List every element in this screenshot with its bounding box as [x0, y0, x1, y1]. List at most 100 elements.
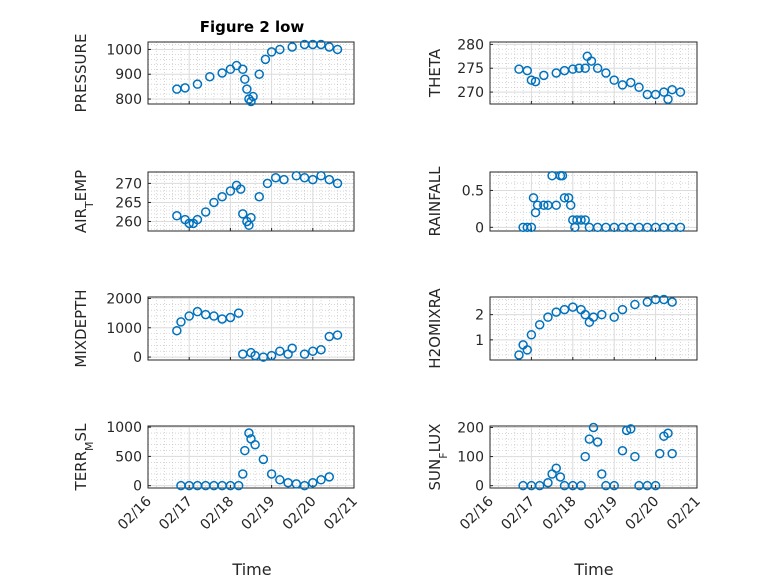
data-point [565, 200, 576, 210]
data-point [621, 425, 632, 436]
data-point [597, 309, 607, 320]
data-point [266, 47, 277, 57]
data-point [238, 469, 248, 479]
data-point [634, 82, 644, 93]
y-tick-label: 2 [475, 308, 484, 324]
data-point [279, 174, 289, 185]
data-point [316, 344, 326, 355]
axes-background [148, 297, 354, 360]
data-point [180, 83, 190, 93]
x-tick-label: 02/21 [321, 494, 361, 534]
subplot-rainfall: 0 0.5 RAINFALL [426, 166, 698, 237]
data-point [530, 76, 541, 87]
data-point [244, 428, 254, 438]
data-point [299, 349, 310, 359]
x-tick-label: 02/19 [239, 494, 279, 534]
data-point [528, 193, 539, 203]
data-point [258, 454, 269, 465]
data-point [192, 214, 203, 225]
data-point [526, 222, 537, 233]
data-point [588, 312, 599, 322]
y-tick-label: 1000 [106, 420, 142, 436]
data-point [332, 330, 343, 340]
data-point [242, 84, 252, 94]
y-axis-label: AIRTEMP [72, 170, 96, 233]
data-point [266, 350, 277, 361]
data-point [275, 44, 285, 55]
data-point [248, 91, 258, 102]
data-point [299, 480, 310, 491]
data-point [240, 445, 250, 456]
axes-frame [147, 296, 355, 361]
data-point [609, 312, 619, 322]
data-point [260, 54, 271, 65]
data-point [266, 469, 277, 479]
y-tick-label: 900 [115, 67, 142, 83]
x-tick-label: 02/20 [623, 494, 663, 534]
data-point [172, 325, 182, 336]
y-axis-label: RAINFALL [426, 166, 444, 237]
data-point [225, 312, 236, 323]
y-tick-label: 0 [475, 479, 484, 495]
axes-frame [489, 171, 698, 232]
figure-title: Figure 2 low [200, 18, 305, 36]
data-point [543, 478, 553, 488]
data-point [534, 480, 545, 491]
data-point [209, 311, 219, 321]
data-point [642, 297, 653, 307]
data-point [308, 174, 318, 185]
data-point [192, 306, 203, 317]
y-axis-label: TERRMSL [72, 423, 96, 492]
data-point [551, 200, 561, 210]
data-point [522, 65, 533, 76]
x-tick-label: 02/16 [115, 493, 155, 533]
data-point [543, 312, 553, 322]
data-point [659, 294, 669, 305]
data-point [576, 480, 586, 491]
data-point [592, 437, 603, 447]
data-point [250, 439, 260, 450]
subplot-mixdepth: 0 1000 2000 MIXDEPTH [72, 289, 355, 368]
y-tick-label: 100 [457, 450, 484, 466]
data-point [630, 451, 640, 462]
data-point [667, 448, 677, 459]
x-tick-label: 02/18 [540, 494, 580, 534]
y-tick-label: 260 [115, 214, 142, 230]
data-point [225, 186, 236, 196]
axes-frame [489, 296, 698, 361]
data-point [308, 477, 318, 488]
data-point [539, 70, 549, 81]
data-point [586, 56, 597, 66]
data-point [617, 304, 628, 315]
x-tick-label: 02/19 [581, 494, 621, 534]
data-point [192, 79, 203, 89]
data-point [316, 171, 326, 181]
data-point [592, 63, 603, 73]
data-point [559, 304, 570, 315]
axes-frame [147, 171, 355, 232]
data-point [262, 178, 273, 189]
y-tick-label: 270 [115, 176, 142, 192]
subplot-h2omixra: 1 2 H2OMIXRA [426, 288, 698, 369]
data-point [235, 184, 246, 194]
data-point [324, 42, 335, 52]
axes-frame [489, 41, 698, 105]
data-point [654, 448, 665, 459]
y-tick-label: 275 [457, 61, 484, 77]
axes-background [490, 172, 697, 231]
data-point [617, 445, 628, 456]
data-point [217, 68, 227, 78]
data-point [275, 475, 285, 485]
data-point [597, 469, 607, 479]
data-point [205, 71, 215, 82]
data-point [514, 350, 524, 360]
data-point [316, 39, 326, 50]
y-tick-label: 800 [115, 92, 142, 108]
data-point [580, 451, 590, 462]
data-point [659, 87, 669, 97]
data-point [609, 75, 619, 85]
data-point [580, 63, 590, 73]
axes-frame [147, 41, 355, 105]
x-tick-label: 02/21 [664, 494, 704, 534]
